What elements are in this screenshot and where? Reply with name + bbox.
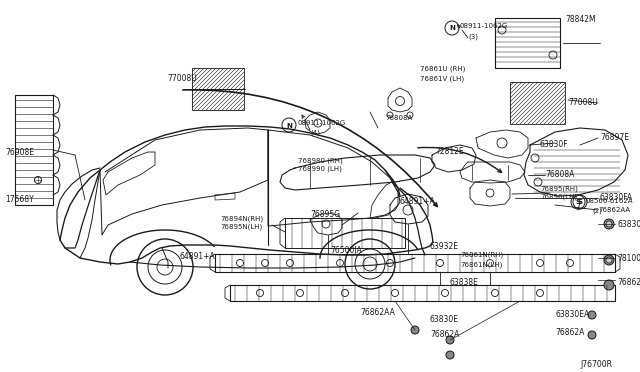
Text: 63830EA: 63830EA bbox=[555, 310, 589, 319]
Text: 17568Y: 17568Y bbox=[5, 195, 34, 204]
Text: 76862A: 76862A bbox=[617, 278, 640, 287]
Text: 76861V (LH): 76861V (LH) bbox=[420, 75, 464, 81]
Bar bbox=[215, 254, 615, 272]
Circle shape bbox=[446, 351, 454, 359]
Text: 76500JA: 76500JA bbox=[330, 246, 362, 255]
Text: 64891+A: 64891+A bbox=[400, 197, 436, 206]
Text: 63830E: 63830E bbox=[430, 315, 459, 324]
Circle shape bbox=[604, 280, 614, 290]
Circle shape bbox=[588, 331, 596, 339]
Text: 78100H: 78100H bbox=[617, 254, 640, 263]
Circle shape bbox=[606, 257, 612, 263]
Text: 63830E: 63830E bbox=[617, 220, 640, 229]
Text: 76895(RH): 76895(RH) bbox=[540, 185, 578, 192]
Text: 76861N(LH): 76861N(LH) bbox=[460, 261, 502, 267]
Text: (2): (2) bbox=[592, 208, 602, 215]
Text: 76862AA: 76862AA bbox=[598, 207, 630, 213]
Text: 76908E: 76908E bbox=[5, 148, 34, 157]
Text: 76895N(LH): 76895N(LH) bbox=[220, 224, 262, 231]
Text: 78842M: 78842M bbox=[565, 15, 596, 24]
Text: 72812E: 72812E bbox=[435, 147, 463, 156]
Text: 768980 (RH): 768980 (RH) bbox=[298, 157, 343, 164]
Text: J76700R: J76700R bbox=[580, 360, 612, 369]
Text: 63838E: 63838E bbox=[450, 278, 479, 287]
Text: 76808A: 76808A bbox=[545, 170, 574, 179]
Text: 76808A: 76808A bbox=[385, 115, 412, 121]
Text: 76894N(RH): 76894N(RH) bbox=[220, 215, 263, 221]
Bar bbox=[192, 68, 244, 110]
Circle shape bbox=[411, 326, 419, 334]
Text: 768990 (LH): 768990 (LH) bbox=[298, 166, 342, 173]
Circle shape bbox=[604, 255, 614, 265]
Bar bbox=[495, 18, 560, 68]
Circle shape bbox=[588, 311, 596, 319]
Circle shape bbox=[446, 336, 454, 344]
Circle shape bbox=[604, 219, 614, 229]
Circle shape bbox=[606, 221, 612, 227]
Text: 63830F: 63830F bbox=[540, 140, 568, 149]
Text: 76861N(RH): 76861N(RH) bbox=[460, 252, 503, 259]
Bar bbox=[510, 82, 565, 124]
Text: 63932E: 63932E bbox=[430, 242, 459, 251]
Text: 64891+A: 64891+A bbox=[180, 252, 216, 261]
Text: N: N bbox=[286, 122, 292, 128]
Text: 76896(LH): 76896(LH) bbox=[540, 193, 577, 199]
Text: 08911-1062G: 08911-1062G bbox=[459, 23, 508, 29]
Text: 76861U (RH): 76861U (RH) bbox=[420, 65, 465, 71]
Text: 08911-1062G: 08911-1062G bbox=[297, 120, 345, 126]
Text: 77008U: 77008U bbox=[568, 98, 598, 107]
Text: 76862A: 76862A bbox=[430, 330, 460, 339]
Text: (3): (3) bbox=[468, 33, 478, 39]
Text: S: S bbox=[577, 199, 582, 205]
Text: 76895G: 76895G bbox=[310, 210, 340, 219]
Text: 76897E: 76897E bbox=[600, 133, 629, 142]
Text: S: S bbox=[575, 199, 580, 205]
Text: (4): (4) bbox=[310, 130, 320, 137]
Bar bbox=[230, 285, 615, 301]
Bar bbox=[15, 95, 53, 205]
Text: 76862A: 76862A bbox=[555, 328, 584, 337]
Text: 63830FA: 63830FA bbox=[600, 193, 633, 202]
Text: 08566-6162A: 08566-6162A bbox=[585, 198, 632, 204]
Bar bbox=[285, 218, 405, 248]
Text: N: N bbox=[449, 26, 455, 32]
Text: 76862AA: 76862AA bbox=[360, 308, 395, 317]
Text: 77008U: 77008U bbox=[167, 74, 196, 83]
